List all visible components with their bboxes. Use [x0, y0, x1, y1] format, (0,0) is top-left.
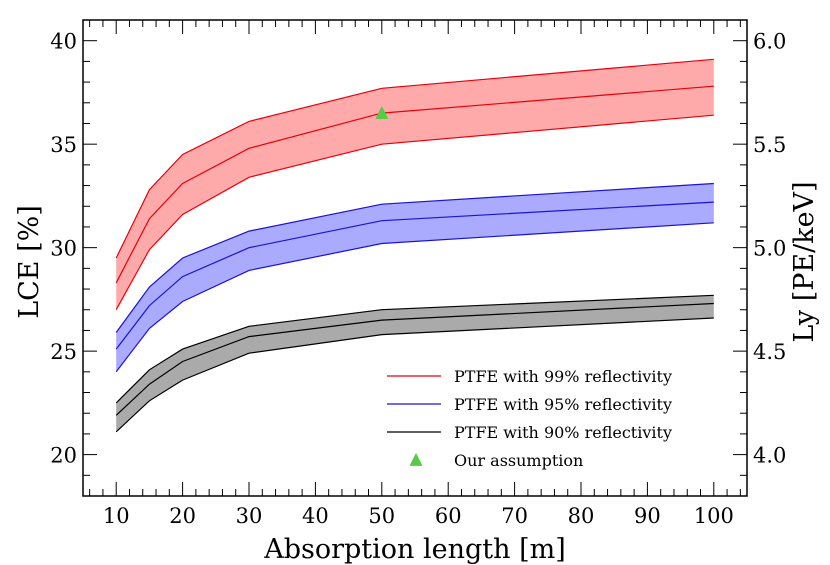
y2-tick-label: 5.0 — [753, 237, 786, 261]
series-lines — [115, 58, 714, 433]
x-tick-label: 30 — [236, 504, 263, 528]
series-2-center-line — [115, 302, 714, 416]
y2-axis-title: Ly [PE/keV] — [789, 181, 820, 342]
band-1 — [116, 183, 714, 372]
band-2 — [116, 295, 714, 432]
series-2-upper-line — [115, 294, 714, 404]
y-tick-label: 20 — [50, 444, 77, 468]
x-axis-title: Absorption length [m] — [263, 534, 566, 565]
series-0-center-line — [115, 85, 714, 284]
marker-triangle-0 — [375, 105, 389, 119]
series-0-upper-line — [115, 58, 714, 259]
y2-tick-label: 5.5 — [753, 133, 786, 157]
series-2-lower-line — [115, 317, 714, 433]
band-0 — [116, 59, 714, 310]
y2-tick-label: 4.5 — [753, 340, 786, 364]
plot-frame — [82, 19, 748, 497]
series-1-upper-line — [115, 182, 714, 333]
x-tick-label: 10 — [103, 504, 130, 528]
x-tick-label: 70 — [501, 504, 528, 528]
x-tick-label: 100 — [694, 504, 734, 528]
x-tick-label: 50 — [368, 504, 395, 528]
y2-tick-label: 6.0 — [753, 30, 786, 54]
y-tick-label: 40 — [50, 30, 77, 54]
legend: PTFE with 99% reflectivity PTFE with 95% … — [387, 367, 672, 470]
y-tick-label: 35 — [50, 133, 77, 157]
markers — [375, 105, 389, 119]
x-tick-label: 60 — [435, 504, 462, 528]
legend-marker-icon — [409, 452, 423, 466]
series-1-lower-line — [115, 222, 714, 373]
legend-label-0: PTFE with 99% reflectivity — [454, 367, 672, 386]
x-tick-label: 20 — [169, 504, 196, 528]
series-1-center-line — [115, 201, 714, 350]
y-axis-title: LCE [%] — [14, 205, 45, 319]
axis-tick-labels: 10 20 30 40 50 60 70 80 90 100 20 25 30 35 40 4.0 4.5 5.0… — [50, 30, 786, 528]
y2-tick-label: 4.0 — [753, 444, 786, 468]
series-0-lower-line — [115, 114, 714, 310]
x-tick-label: 80 — [568, 504, 595, 528]
y-tick-label: 30 — [50, 237, 77, 261]
legend-label-2: PTFE with 90% reflectivity — [454, 423, 672, 442]
legend-label-1: PTFE with 95% reflectivity — [454, 395, 672, 414]
y-tick-label: 25 — [50, 340, 77, 364]
uncertainty-bands — [116, 59, 714, 432]
x-tick-label: 40 — [302, 504, 329, 528]
axis-ticks — [83, 19, 747, 497]
legend-label-3: Our assumption — [454, 451, 583, 470]
x-tick-label: 90 — [634, 504, 661, 528]
